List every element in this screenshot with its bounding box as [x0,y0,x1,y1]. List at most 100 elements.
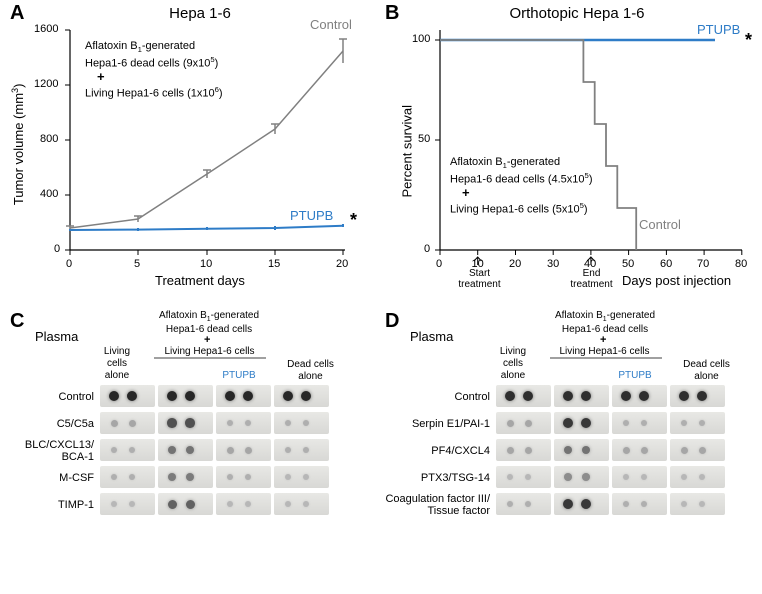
blot-dot [681,447,688,454]
panel-a-xlabel: Treatment days [155,273,245,288]
end-arrow-label: Endtreatment [569,268,614,290]
blot-dot [186,500,195,509]
col3-c: PTUPB [219,370,259,382]
blot-row-label: C5/C5a [0,418,94,430]
xtick: 10 [200,258,212,270]
blot-strip [670,412,725,434]
asterisk-a: * [350,210,357,231]
xtick: 5 [134,258,140,270]
blot-strip [100,493,155,515]
blot-dot [525,447,532,454]
blot-dot [129,420,136,427]
panel-d: D Plasma Aflatoxin B1-generatedHepa1-6 d… [382,310,762,590]
xtick: 15 [268,258,280,270]
blot-strip [670,439,725,461]
xtick: 30 [547,258,559,270]
blot-strip [496,412,551,434]
blot-row-label: Coagulation factor III/Tissue factor [370,493,490,517]
blot-strip [274,493,329,515]
control-label: Control [310,17,352,32]
blot-dot [227,447,234,454]
blot-dot [168,500,177,509]
blot-dot [245,447,252,454]
panel-b-chart [382,0,762,300]
blot-strip [216,466,271,488]
blot-strip [496,493,551,515]
col4-d: Dead cellsalone [679,359,734,383]
blot-dot [564,473,572,481]
panel-a: A Hepa 1-6 [0,0,380,300]
ptupb-b: PTUPB [697,22,740,37]
col1-d: Livingcellsalone [493,346,533,382]
ptupb-label: PTUPB [290,208,333,223]
blot-dot [167,418,177,428]
ytick: 0 [54,243,60,255]
blot-strip [496,439,551,461]
xtick: 0 [66,258,72,270]
xtick: 70 [697,258,709,270]
blot-strip [100,466,155,488]
blot-strip [496,466,551,488]
ytick: 100 [412,33,430,45]
xtick: 80 [735,258,747,270]
blot-dot [699,447,706,454]
panel-b-annotation2: Living Hepa1-6 cells (5x105) [450,201,588,217]
blot-row-label: PF4/CXCL4 [370,445,490,457]
ytick: 0 [424,243,430,255]
ytick: 50 [418,133,430,145]
panel-b-xlabel: Days post injection [622,273,731,288]
blot-strip [274,439,329,461]
blot-strip [100,412,155,434]
ytick: 800 [40,133,58,145]
xtick: 60 [660,258,672,270]
panel-a-annotation: Aflatoxin B1-generated Hepa1-6 dead cell… [85,39,218,71]
blot-dot [507,420,514,427]
start-arrow-label: Starttreatment [457,268,502,290]
blot-dot [185,418,195,428]
blot-strip [100,439,155,461]
panel-b-ylabel: Percent survival [400,88,415,198]
blot-strip [612,466,667,488]
panel-a-annotation2: Living Hepa1-6 cells (1x106) [85,85,223,101]
col3-d: PTUPB [615,370,655,382]
blot-row-label: Control [370,391,490,403]
blot-row-label: PTX3/TSG-14 [370,472,490,484]
blot-strip [612,493,667,515]
blot-row-label: Control [0,391,94,403]
blot-strip [216,412,271,434]
blot-strip [670,493,725,515]
blot-row-label: Serpin E1/PAI-1 [370,418,490,430]
blot-dot [525,420,532,427]
ytick: 400 [40,188,58,200]
panel-b: B Orthotopic Hepa 1-6 0 50 100 0 10 20 3… [382,0,762,300]
asterisk-b: * [745,30,752,51]
blot-row-label: TIMP-1 [0,499,94,511]
blot-row-label: BLC/CXCL13/BCA-1 [0,439,94,463]
blot-dot [623,447,630,454]
blot-strip [670,466,725,488]
blot-strip [612,412,667,434]
xtick: 20 [336,258,348,270]
blot-dot [507,447,514,454]
panel-a-ylabel: Tumor volume (mm3) [10,75,26,205]
plus-a: + [97,69,105,84]
ytick: 1600 [34,23,58,35]
panel-c: C Plasma Aflatoxin B1-generatedHepa1-6 d… [0,310,380,590]
blot-dot [641,447,648,454]
blot-row-label: M-CSF [0,472,94,484]
col4-c: Dead cellsalone [283,359,338,383]
xtick: 20 [509,258,521,270]
plus-b: + [462,185,470,200]
ytick: 1200 [34,78,58,90]
blot-strip [274,466,329,488]
blot-dot [582,473,590,481]
blot-strip [274,412,329,434]
col1-c: Livingcellsalone [97,346,137,382]
control-b: Control [639,217,681,232]
blot-strip [216,493,271,515]
xtick: 50 [622,258,634,270]
xtick: 0 [436,258,442,270]
blot-strip [612,439,667,461]
panel-b-annotation: Aflatoxin B1-generated Hepa1-6 dead cell… [450,155,592,187]
blot-dot [111,420,118,427]
